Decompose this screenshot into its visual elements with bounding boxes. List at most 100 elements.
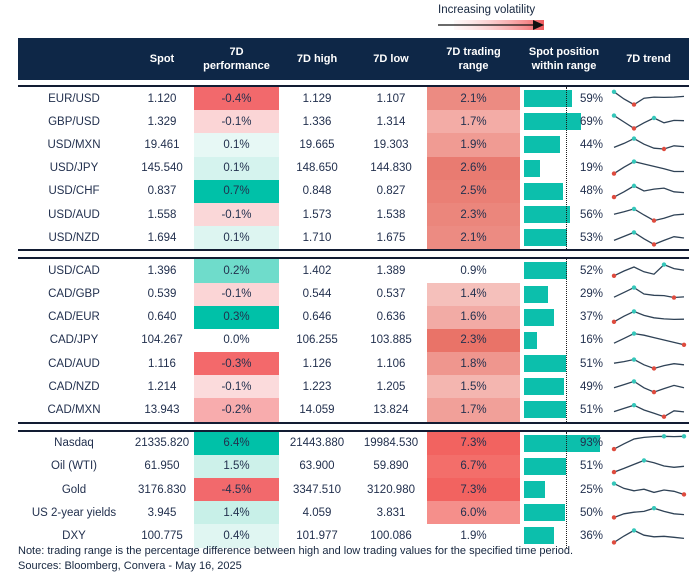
low-value: 13.824 [373,404,409,417]
spot-value: 3176.830 [138,483,186,496]
table-row: CAD/AUD 1.116 -0.3% 1.126 1.106 1.8% 51% [18,352,689,376]
trading-range-cell: 1.7% [427,398,520,422]
spot-position-cell: 25% [520,478,608,501]
low-value: 1.205 [376,380,406,393]
trend-sparkline [608,480,689,500]
spot-value: 1.120 [147,92,177,105]
asset-group: USD/CAD 1.396 0.2% 1.402 1.389 0.9% 52% … [18,257,689,424]
spot-position-cell: 53% [520,226,608,249]
table-header: Spot 7D performance 7D high 7D low 7D tr… [18,38,689,80]
performance-cell: 0.1% [194,156,279,180]
spot-position-cell: 69% [520,110,608,133]
trading-range-cell: 2.1% [427,226,520,250]
performance-cell: 6.4% [194,431,279,455]
low-value: 0.827 [376,185,406,198]
performance-cell: -4.5% [194,478,279,502]
trend-sparkline [608,112,689,132]
trend-sparkline [608,135,689,155]
spot-position-cell: 19% [520,157,608,180]
position-bar [524,182,564,200]
spot-position-cell: 56% [520,203,608,226]
asset-label: EUR/USD [48,92,100,105]
position-bar [524,331,538,349]
performance-cell: 0.0% [194,328,279,353]
position-bar [524,457,566,475]
performance-cell: -0.4% [194,87,279,111]
position-percent: 69% [579,115,603,128]
trading-range-cell: 7.3% [427,431,520,455]
performance-cell: 0.4% [194,524,279,548]
low-value: 1.314 [376,115,406,128]
position-bar [524,504,565,522]
table-body: EUR/USD 1.120 -0.4% 1.129 1.107 2.1% 59%… [18,85,689,548]
volatility-legend-label: Increasing volatility [438,4,536,16]
position-bar [524,262,567,280]
asset-label: USD/CHF [48,185,100,198]
table-row: USD/NZD 1.694 0.1% 1.710 1.675 2.1% 53% [18,226,689,250]
table-row: Oil (WTI) 61.950 1.5% 63.900 59.890 6.7%… [18,454,689,478]
low-value: 19.303 [373,138,409,151]
performance-cell: 0.1% [194,226,279,250]
spot-value: 104.267 [141,334,183,347]
high-value: 4.059 [302,506,332,519]
performance-cell: -0.1% [194,282,279,306]
low-value: 1.675 [376,231,406,244]
spot-value: 145.540 [141,162,183,175]
table-row: GBP/USD 1.329 -0.1% 1.336 1.314 1.7% 69% [18,110,689,134]
spot-position-cell: 48% [520,180,608,203]
asset-label: CAD/EUR [48,311,100,324]
position-percent: 16% [579,334,603,347]
position-percent: 29% [579,288,603,301]
trading-range-cell: 2.6% [427,156,520,180]
trend-sparkline [608,261,689,281]
table-row: USD/MXN 19.461 0.1% 19.665 19.303 1.9% 4… [18,133,689,157]
trading-range-cell: 1.5% [427,375,520,399]
table-row: USD/AUD 1.558 -0.1% 1.573 1.538 2.3% 56% [18,202,689,227]
volatility-legend: Increasing volatility [438,4,548,30]
asset-label: CAD/AUD [48,357,100,370]
low-value: 1.538 [376,208,406,221]
spot-value: 0.640 [147,311,177,324]
footnote: Note: trading range is the percentage di… [18,545,574,557]
asset-label: CAD/GBP [48,288,100,301]
performance-cell: 0.7% [194,179,279,203]
position-bar [524,136,561,154]
asset-group: EUR/USD 1.120 -0.4% 1.129 1.107 2.1% 59%… [18,85,689,252]
table-row: US 2-year yields 3.945 1.4% 4.059 3.831 … [18,501,689,525]
low-value: 0.636 [376,311,406,324]
spot-value: 0.837 [147,185,177,198]
position-percent: 51% [579,357,603,370]
low-value: 1.107 [376,92,406,105]
col-header-7d-low: 7D low [373,52,409,65]
spot-value: 21335.820 [134,437,190,450]
performance-cell: 1.5% [194,454,279,478]
high-value: 1.402 [302,264,332,277]
low-value: 1.106 [376,357,406,370]
spot-value: 1.694 [147,231,177,244]
high-value: 148.650 [296,162,338,175]
spot-value: 100.775 [141,529,183,542]
position-bar [524,205,570,223]
high-value: 63.900 [299,460,335,473]
low-value: 0.537 [376,288,406,301]
position-bar [524,401,566,419]
trading-range-cell: 2.5% [427,179,520,203]
low-value: 100.086 [370,529,412,542]
asset-label: Gold [61,483,87,496]
trend-sparkline [608,377,689,397]
high-value: 1.573 [302,208,332,221]
spot-value: 1.396 [147,264,177,277]
trading-range-cell: 1.6% [427,305,520,329]
high-value: 101.977 [296,529,338,542]
trading-range-cell: 1.8% [427,352,520,376]
spot-position-cell: 59% [520,87,608,110]
asset-label: CAD/NZD [48,380,100,393]
spot-value: 1.558 [147,208,177,221]
asset-label: GBP/USD [48,115,100,128]
position-bar [524,229,568,247]
performance-cell: 1.4% [194,501,279,525]
position-percent: 51% [579,404,603,417]
spot-value: 1.116 [148,357,176,370]
spot-position-cell: 37% [520,306,608,329]
